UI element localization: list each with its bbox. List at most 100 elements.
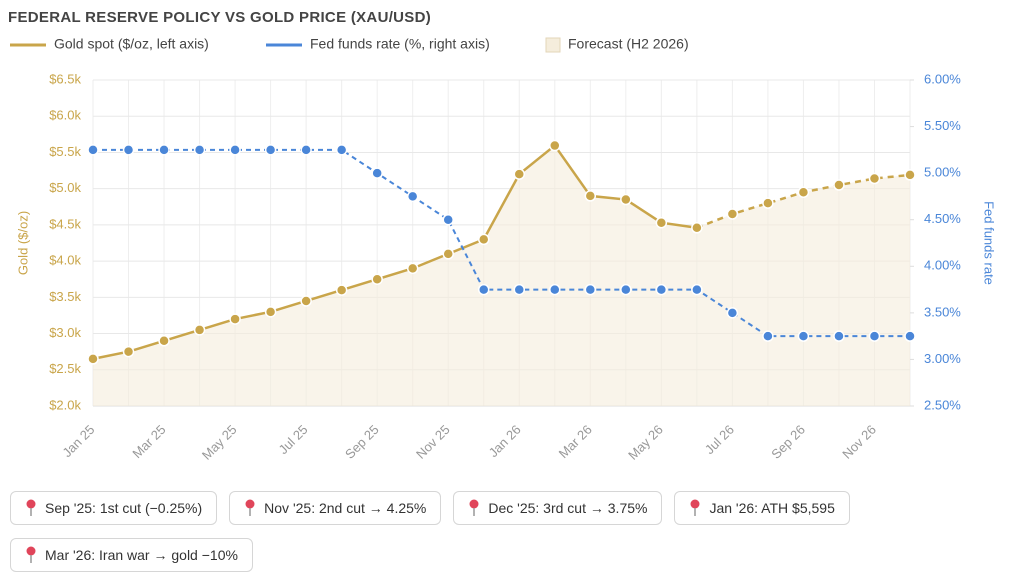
annotation-text: Mar '26: Iran war → gold −10% (45, 547, 238, 563)
fed-point (300, 144, 312, 156)
gold-area (93, 145, 910, 406)
y2-tick-label: 4.50% (924, 211, 961, 226)
gold-point (477, 233, 490, 246)
gold-point (868, 172, 881, 185)
legend-swatch (545, 37, 561, 53)
x-tick-label: Jan 26 (486, 422, 524, 460)
x-tick-label: May 26 (625, 422, 666, 463)
x-tick-label: Jul 26 (702, 422, 737, 457)
gold-point (335, 284, 348, 296)
pin-icon (690, 499, 700, 516)
annotation-chip: Jan '26: ATH $5,595 (674, 491, 850, 525)
fed-point (620, 283, 632, 296)
y-tick-label: $2.5k (49, 361, 81, 376)
annotation-text: Nov '25: 2nd cut → 4.25% (264, 500, 427, 516)
chart: FEDERAL RESERVE POLICY VS GOLD PRICE (XA… (8, 9, 997, 463)
gold-point (122, 345, 135, 358)
fed-point (691, 283, 703, 296)
gold-point (620, 193, 632, 206)
fed-point (513, 283, 526, 296)
y-tick-label: $3.0k (49, 325, 81, 340)
fed-point (264, 144, 277, 156)
annotation-text: Dec '25: 3rd cut → 3.75% (488, 500, 648, 516)
fed-point (584, 283, 597, 296)
fed-point (442, 213, 454, 226)
fed-point (833, 330, 845, 342)
gold-point (406, 262, 419, 275)
legend: Gold spot ($/oz, left axis) Fed funds rat… (10, 36, 689, 53)
annotation-text: Jan '26: ATH $5,595 (709, 500, 835, 516)
fed-point (655, 283, 668, 296)
gold-point (442, 248, 454, 260)
gold-point (158, 335, 170, 347)
y2-tick-label: 3.00% (924, 351, 961, 366)
fed-point (122, 144, 135, 156)
y-tick-label: $4.5k (49, 216, 81, 231)
y2-tick-label: 6.00% (924, 71, 961, 86)
gold-point (193, 324, 206, 336)
y-tick-label: $2.0k (49, 397, 81, 412)
y2-tick-label: 5.00% (924, 165, 961, 180)
x-tick-label: Nov 26 (839, 422, 879, 462)
fed-point (762, 330, 774, 342)
gold-line (92, 143, 698, 361)
annotations: Sep '25: 1st cut (−0.25%) Nov '25: 2nd cu… (10, 491, 1010, 572)
fed-point (549, 283, 561, 296)
gold-point (833, 179, 845, 191)
fed-point (797, 330, 810, 342)
fed-point (406, 190, 419, 203)
fed-point (904, 330, 916, 342)
annotation-chip: Mar '26: Iran war → gold −10% (10, 538, 253, 572)
y2-axis-title: Fed funds rate (982, 201, 997, 285)
y2-tick-label: 5.50% (924, 118, 961, 133)
y-tick-label: $6.0k (49, 108, 81, 123)
x-tick-label: Sep 25 (342, 422, 382, 462)
gold-point (691, 222, 703, 234)
gold-point (584, 190, 597, 202)
fed-point (868, 330, 881, 342)
fed-point (371, 167, 383, 179)
y2-tick-label: 3.50% (924, 304, 961, 319)
annotation-text: Sep '25: 1st cut (−0.25%) (45, 500, 203, 516)
gold-point (87, 353, 99, 365)
x-tick-label: Nov 25 (413, 422, 453, 462)
gold-point (264, 306, 277, 318)
gold-point (513, 168, 526, 180)
x-tick-label: May 25 (199, 422, 240, 463)
legend-label: Forecast (H2 2026) (568, 36, 689, 52)
x-tick-label: Sep 26 (768, 422, 808, 462)
pin-icon (26, 546, 36, 563)
annotation-chip: Sep '25: 1st cut (−0.25%) (10, 491, 218, 525)
fed-point (229, 144, 241, 156)
gold-point (655, 216, 668, 229)
gold-point (549, 139, 561, 152)
annotation-chip: Dec '25: 3rd cut → 3.75% (453, 491, 663, 525)
pin-icon (469, 499, 479, 516)
fed-point (335, 144, 348, 156)
gold-point (371, 273, 383, 285)
fed-line (93, 148, 910, 338)
y-tick-label: $5.0k (49, 180, 81, 195)
legend-label: Gold spot ($/oz, left axis) (54, 36, 209, 52)
gold-point (904, 169, 916, 181)
y2-tick-label: 2.50% (924, 397, 961, 412)
fed-point (87, 144, 99, 156)
y-tick-label: $6.5k (49, 71, 81, 86)
gold-point (762, 197, 774, 209)
fed-point (477, 283, 490, 296)
x-tick-label: Jan 25 (59, 422, 97, 460)
x-tick-label: Jul 25 (276, 422, 311, 457)
gold-point (229, 313, 241, 325)
pin-icon (245, 499, 255, 516)
legend-label: Fed funds rate (%, right axis) (310, 36, 490, 52)
x-tick-label: Mar 26 (556, 422, 595, 461)
gold-point (726, 208, 739, 220)
pin-icon (26, 499, 36, 516)
fed-point (193, 144, 206, 156)
gold-point (300, 295, 312, 307)
y-tick-label: $4.0k (49, 253, 81, 268)
y2-tick-label: 4.00% (924, 258, 961, 273)
y-tick-label: $5.5k (49, 144, 81, 159)
x-tick-label: Mar 25 (129, 422, 168, 461)
